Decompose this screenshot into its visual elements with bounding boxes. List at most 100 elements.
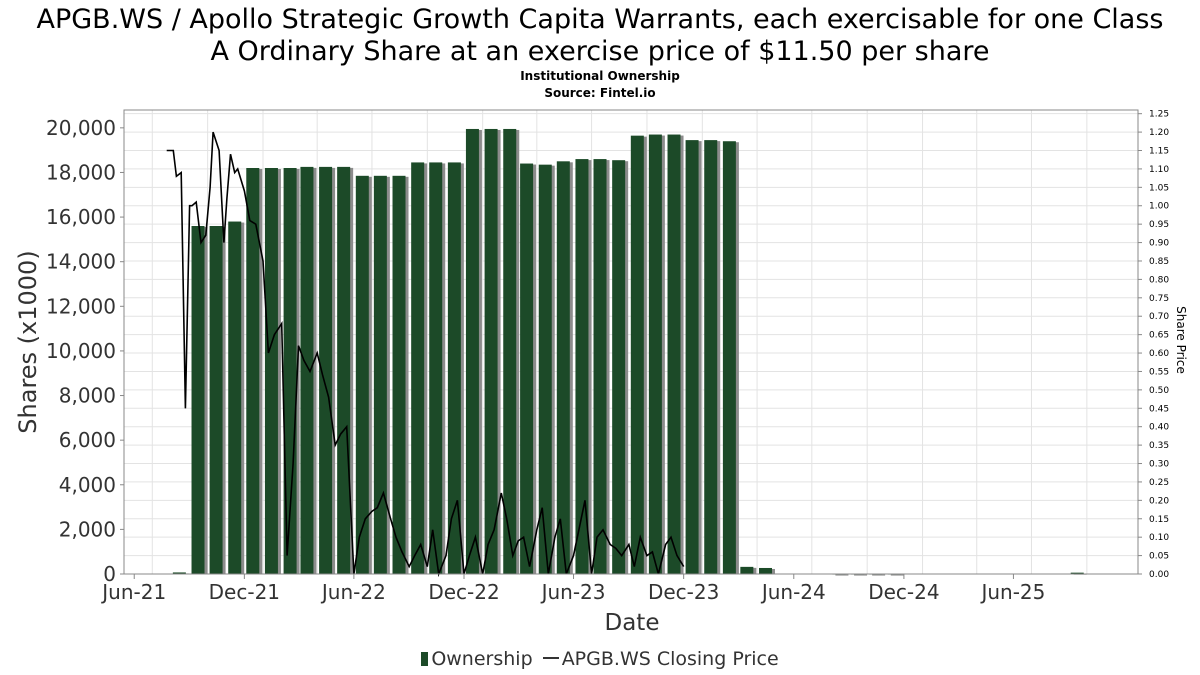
y2-tick-label: 1.25 — [1149, 110, 1169, 120]
ownership-bar — [538, 164, 552, 574]
ownership-bar — [722, 141, 736, 574]
y2-tick-label: 0.60 — [1149, 349, 1169, 359]
y2-tick-label: 0.85 — [1149, 257, 1169, 267]
ownership-bar — [319, 166, 333, 574]
ownership-bar — [740, 566, 754, 574]
legend-price-label: APGB.WS Closing Price — [561, 648, 779, 670]
ownership-bar — [172, 572, 186, 574]
legend-price: APGB.WS Closing Price — [542, 647, 779, 671]
ownership-bar — [300, 166, 314, 574]
y2-axis-title: Share Price — [1174, 306, 1188, 374]
y2-tick-label: 0.90 — [1149, 239, 1169, 249]
y2-tick-label: 0.75 — [1149, 294, 1169, 304]
chart-title-line-1: APGB.WS / Apollo Strategic Growth Capita… — [36, 4, 1164, 35]
y2-tick-label: 0.65 — [1149, 331, 1169, 341]
x-tick-label: Jun-21 — [100, 580, 166, 604]
y-tick-label: 8,000 — [59, 384, 116, 408]
x-tick-label: Jun-25 — [979, 580, 1045, 604]
x-tick-label: Dec-23 — [648, 580, 719, 604]
ownership-bar — [447, 162, 461, 574]
y2-tick-label: 0.40 — [1149, 423, 1169, 433]
ownership-bar — [484, 128, 498, 574]
y2-tick-label: 0.50 — [1149, 386, 1169, 396]
ownership-bar — [503, 128, 517, 574]
y2-tick-label: 0.45 — [1149, 404, 1169, 414]
y2-tick-label: 0.25 — [1149, 478, 1169, 488]
y-axis-title: Shares (x1000) — [14, 250, 42, 433]
chart-source: Source: Fintel.io — [544, 86, 656, 100]
ownership-bar — [667, 134, 681, 575]
y2-tick-label: 1.10 — [1149, 165, 1169, 175]
ownership-bar — [612, 160, 626, 574]
plot-frame — [123, 109, 1139, 575]
y2-tick-label: 0.30 — [1149, 460, 1169, 470]
x-tick-label: Jun-22 — [320, 580, 386, 604]
ownership-bar — [191, 226, 205, 574]
ownership-bar — [429, 162, 443, 574]
ownership-bars — [172, 128, 1087, 576]
ownership-bar — [465, 128, 479, 574]
y-tick-label: 14,000 — [46, 250, 116, 274]
y2-tick-label: 0.05 — [1149, 552, 1169, 562]
ownership-bar — [556, 161, 570, 575]
bar-shadow — [890, 574, 904, 576]
ownership-bar — [373, 175, 387, 575]
axes: 0 2,000 4,000 6,000 8,000 10,000 12,000 14,000 1… — [14, 110, 1188, 636]
x-tick-label: Dec-24 — [868, 580, 939, 604]
x-axis-title: Date — [605, 610, 660, 636]
chart-title-line-2: A Ordinary Share at an exercise price of… — [210, 36, 990, 67]
ownership-bar — [630, 135, 644, 574]
y2-tick-label: 0.95 — [1149, 220, 1169, 230]
bar-shadow — [835, 574, 849, 576]
ownership-bar — [209, 226, 223, 574]
ownership-bar — [520, 163, 534, 575]
y-tick-label: 12,000 — [46, 294, 116, 318]
x-tick-label: Jun-23 — [540, 580, 606, 604]
ownership-bar — [685, 140, 699, 574]
y2-tick-label: 0.10 — [1149, 533, 1169, 543]
chart-subtitle: Institutional Ownership — [520, 69, 680, 83]
bar-shadow — [872, 574, 886, 576]
y-tick-label: 2,000 — [59, 517, 116, 541]
y2-tick-label: 0.15 — [1149, 515, 1169, 525]
ownership-bar — [264, 168, 278, 574]
y2-tick-label: 0.00 — [1149, 570, 1169, 580]
y2-tick-label: 0.70 — [1149, 312, 1169, 322]
ownership-bar — [355, 175, 369, 575]
legend-ownership-label: Ownership — [431, 648, 533, 670]
ownership-bar — [648, 134, 662, 575]
y-tick-label: 18,000 — [46, 160, 116, 184]
legend-bar-swatch — [421, 652, 429, 666]
y2-tick-label: 0.35 — [1149, 441, 1169, 451]
ownership-bar — [337, 166, 351, 574]
y2-tick-label: 1.00 — [1149, 202, 1169, 212]
y2-tick-label: 1.15 — [1149, 147, 1169, 157]
ownership-bar — [228, 221, 242, 575]
ownership-bar — [1070, 572, 1084, 574]
ownership-bar — [758, 567, 772, 574]
y-tick-label: 10,000 — [46, 339, 116, 363]
ownership-bar — [392, 175, 406, 575]
x-tick-label: Dec-21 — [209, 580, 280, 604]
ownership-bar — [283, 168, 297, 574]
x-tick-label: Dec-22 — [428, 580, 499, 604]
x-tick-label: Jun-24 — [760, 580, 826, 604]
y2-tick-label: 0.20 — [1149, 496, 1169, 506]
y-tick-label: 0 — [103, 562, 116, 586]
ownership-bar — [704, 140, 718, 574]
legend-line-swatch — [542, 657, 559, 659]
y2-tick-label: 1.20 — [1149, 128, 1169, 138]
y-tick-label: 4,000 — [59, 473, 116, 497]
y2-tick-label: 0.80 — [1149, 275, 1169, 285]
ownership-bar — [593, 159, 607, 575]
y2-tick-label: 0.55 — [1149, 367, 1169, 377]
y-tick-label: 20,000 — [46, 116, 116, 140]
y2-tick-label: 1.05 — [1149, 183, 1169, 193]
ownership-bar — [411, 162, 425, 574]
legend: Ownership APGB.WS Closing Price — [0, 647, 1200, 671]
y-tick-label: 16,000 — [46, 205, 116, 229]
y-tick-label: 6,000 — [59, 428, 116, 452]
bar-shadow — [854, 574, 868, 576]
ownership-bar — [575, 159, 589, 575]
